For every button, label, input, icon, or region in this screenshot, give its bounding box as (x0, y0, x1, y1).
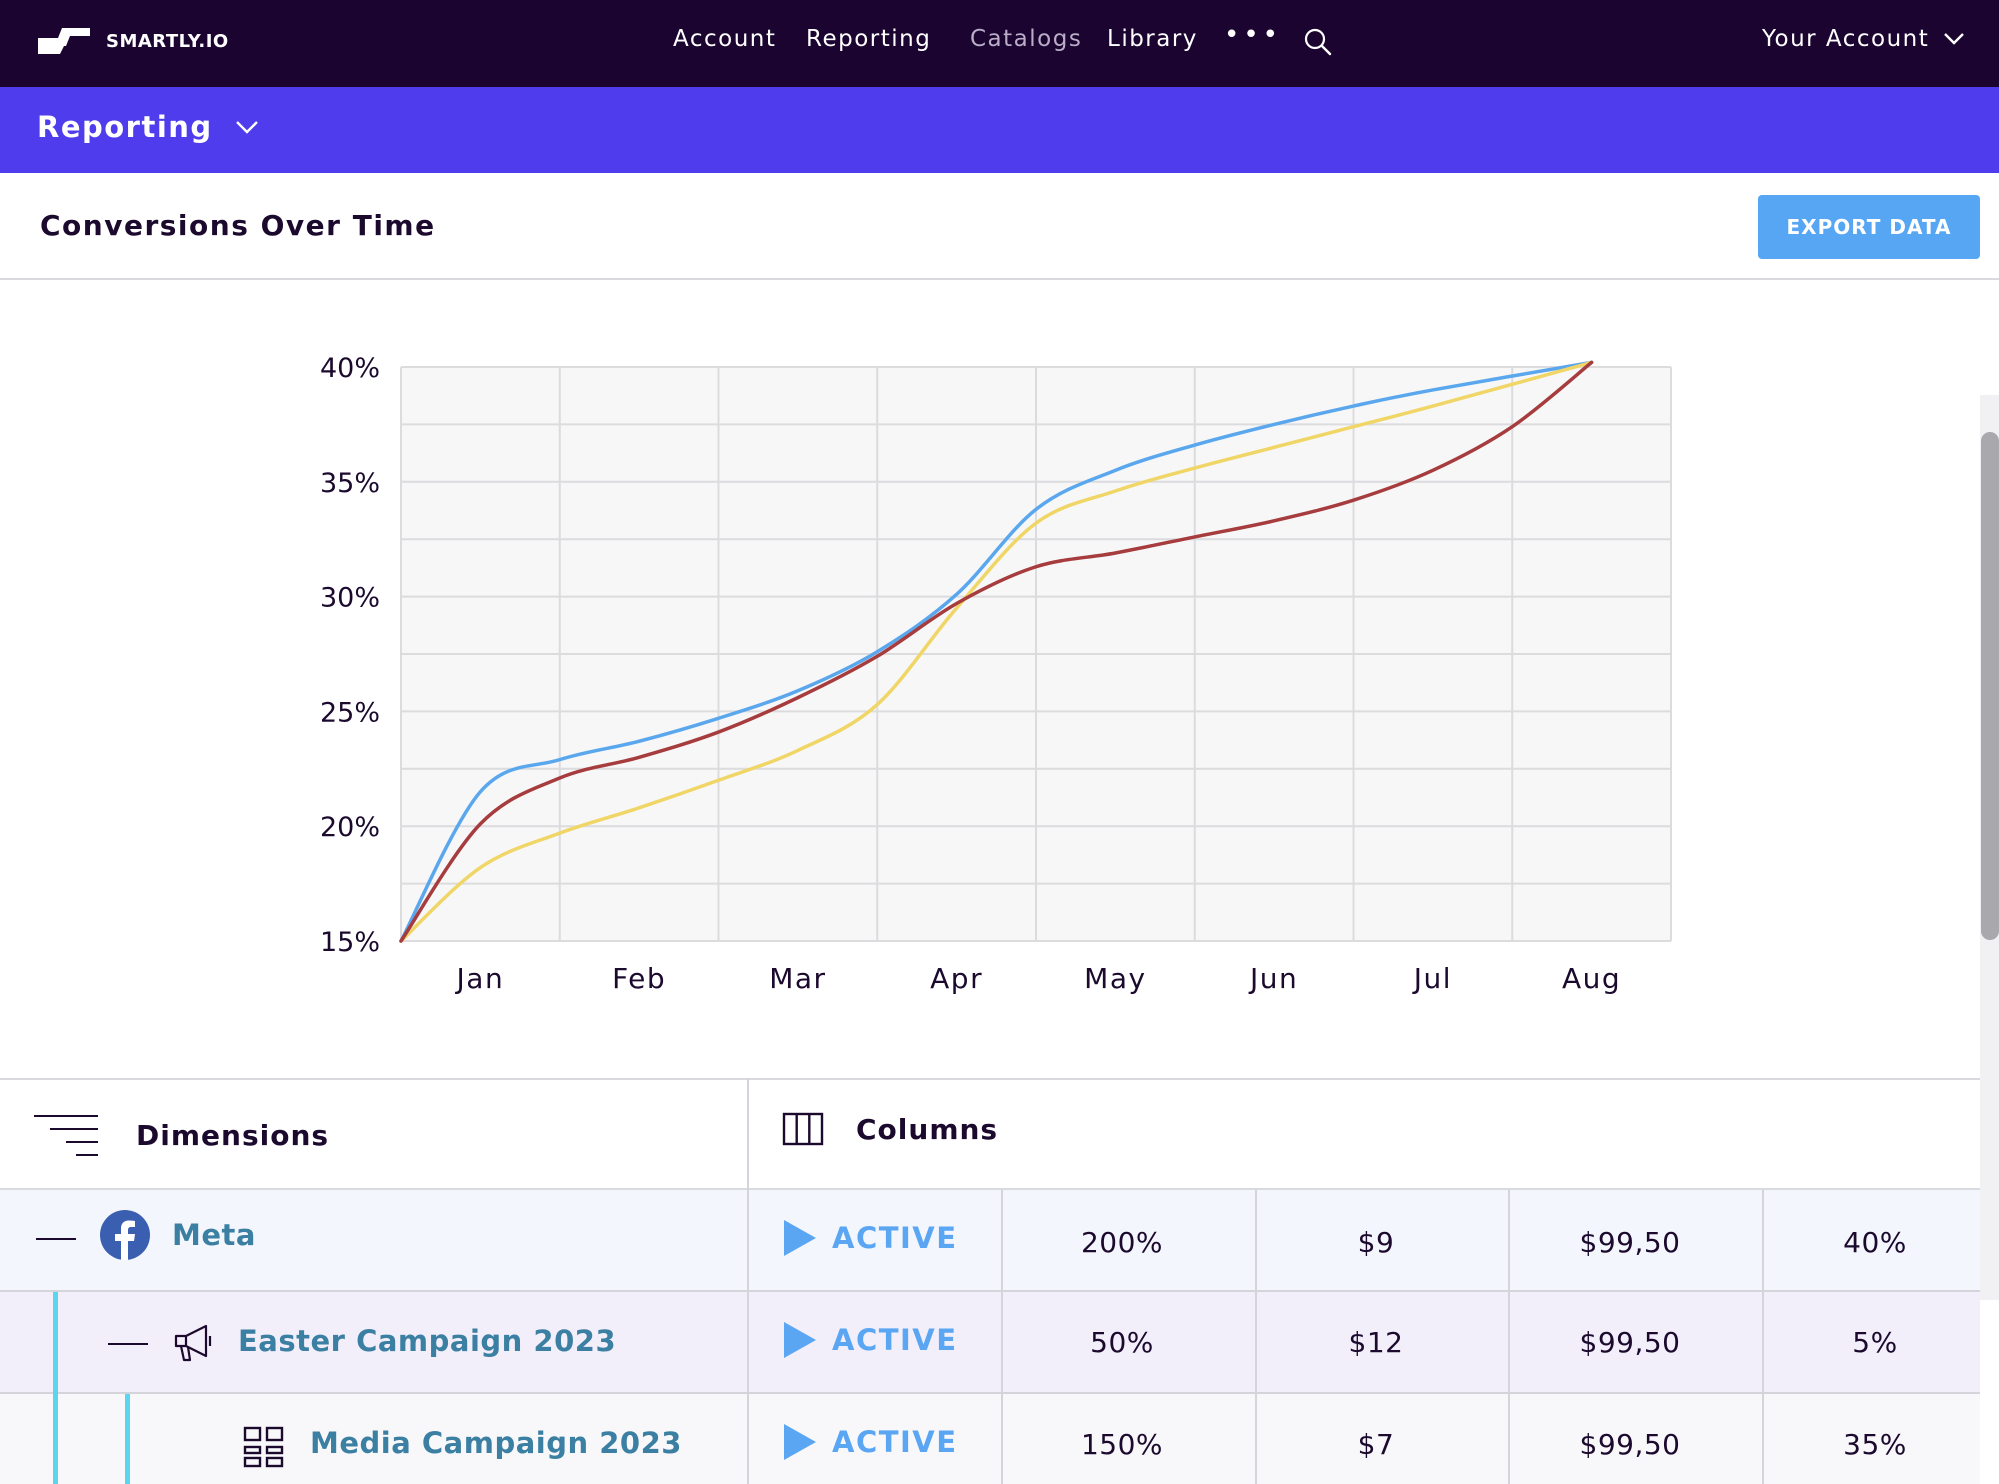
x-tick-label: Apr (930, 962, 983, 995)
columns-icon (782, 1112, 824, 1146)
account-label: Your Account (1762, 26, 1930, 52)
nav-item-library[interactable]: Library (1107, 26, 1198, 52)
nav-item-catalogs[interactable]: Catalogs (970, 26, 1083, 52)
conversions-chart: 40% 35% 30% 25% 20% 15% Jan Feb Mar Apr May Jun Jul A… (320, 353, 1672, 995)
export-data-button[interactable]: EXPORT DATA (1758, 195, 1980, 259)
cell-value: $99,50 (1579, 1226, 1681, 1259)
x-tick-label: Jan (455, 962, 505, 995)
x-tick-label: Aug (1562, 962, 1621, 995)
search-icon[interactable] (1302, 26, 1334, 58)
chart-title: Conversions Over Time (40, 209, 436, 242)
cell-value: 5% (1852, 1326, 1898, 1359)
chevron-down-icon (235, 120, 258, 134)
dimensions-label: Dimensions (136, 1118, 330, 1152)
cell-value: 50% (1090, 1326, 1154, 1359)
status-badge: ACTIVE (782, 1422, 958, 1462)
play-icon (784, 1424, 816, 1460)
status-badge: ACTIVE (782, 1320, 958, 1360)
logo-text: SMARTLY.IO (106, 30, 229, 52)
columns-label: Columns (856, 1112, 999, 1146)
table-row[interactable] (0, 1394, 1980, 1484)
y-tick-label: 35% (320, 468, 380, 499)
tree-line (125, 1394, 130, 1484)
table-row[interactable] (0, 1190, 1980, 1292)
x-tick-label: Jul (1412, 962, 1452, 995)
chevron-down-icon (1944, 33, 1965, 45)
grid-icon (243, 1426, 284, 1468)
column-divider (1762, 1190, 1764, 1484)
table-header (0, 1078, 1980, 1190)
series-line-1 (399, 360, 1594, 943)
y-tick-label: 15% (320, 927, 380, 958)
cell-value: 35% (1843, 1428, 1907, 1461)
section-header: Conversions Over Time EXPORT DATA (0, 173, 1999, 280)
y-tick-label: 40% (320, 353, 380, 384)
column-divider (747, 1078, 749, 1484)
collapse-icon[interactable] (108, 1343, 148, 1345)
top-navigation: SMARTLY.IO Account Reporting Catalogs Li… (0, 0, 1999, 87)
account-menu[interactable]: Your Account (1762, 26, 1965, 52)
reporting-title: Reporting (37, 110, 213, 144)
row-name-meta[interactable]: Meta (172, 1218, 256, 1252)
cell-value: 150% (1080, 1428, 1164, 1461)
status-badge: ACTIVE (782, 1218, 958, 1258)
scrollbar-thumb[interactable] (1981, 432, 1999, 940)
cell-value: $9 (1357, 1226, 1395, 1259)
row-name-media-campaign[interactable]: Media Campaign 2023 (310, 1426, 682, 1460)
x-tick-label: Feb (612, 962, 666, 995)
logo[interactable]: SMARTLY.IO (36, 26, 229, 56)
x-tick-label: May (1084, 962, 1146, 995)
x-tick-label: Mar (769, 962, 826, 995)
cell-value: $99,50 (1579, 1428, 1681, 1461)
columns-header[interactable]: Columns (782, 1112, 998, 1146)
tree-line (53, 1292, 58, 1484)
nav-item-account[interactable]: Account (673, 26, 777, 52)
cell-value: $99,50 (1579, 1326, 1681, 1359)
series-line-3 (399, 360, 1594, 943)
row-name-easter-campaign[interactable]: Easter Campaign 2023 (238, 1324, 617, 1358)
smartly-logo-icon (38, 28, 90, 54)
column-divider (1255, 1190, 1257, 1484)
y-tick-label: 20% (320, 812, 380, 843)
cell-value: $12 (1348, 1326, 1404, 1359)
column-divider (1508, 1190, 1510, 1484)
facebook-icon (100, 1210, 150, 1260)
column-divider (1001, 1190, 1003, 1484)
table-row[interactable] (0, 1292, 1980, 1394)
cell-value: $7 (1357, 1428, 1395, 1461)
y-tick-label: 30% (320, 583, 380, 614)
collapse-icon[interactable] (36, 1238, 76, 1240)
more-menu-icon[interactable]: ••• (1224, 20, 1283, 50)
dimensions-header[interactable]: Dimensions (32, 1112, 329, 1158)
dimensions-icon (34, 1115, 98, 1156)
play-icon (784, 1220, 816, 1256)
nav-item-reporting[interactable]: Reporting (806, 26, 932, 52)
megaphone-icon (174, 1324, 212, 1362)
cell-value: 200% (1080, 1226, 1164, 1259)
series-line-2 (399, 360, 1594, 943)
cell-value: 40% (1843, 1226, 1907, 1259)
x-tick-label: Jun (1248, 962, 1298, 995)
reporting-bar: Reporting (0, 87, 1999, 173)
play-icon (784, 1322, 816, 1358)
reporting-dropdown[interactable]: Reporting (37, 110, 259, 144)
y-tick-label: 25% (320, 697, 380, 728)
